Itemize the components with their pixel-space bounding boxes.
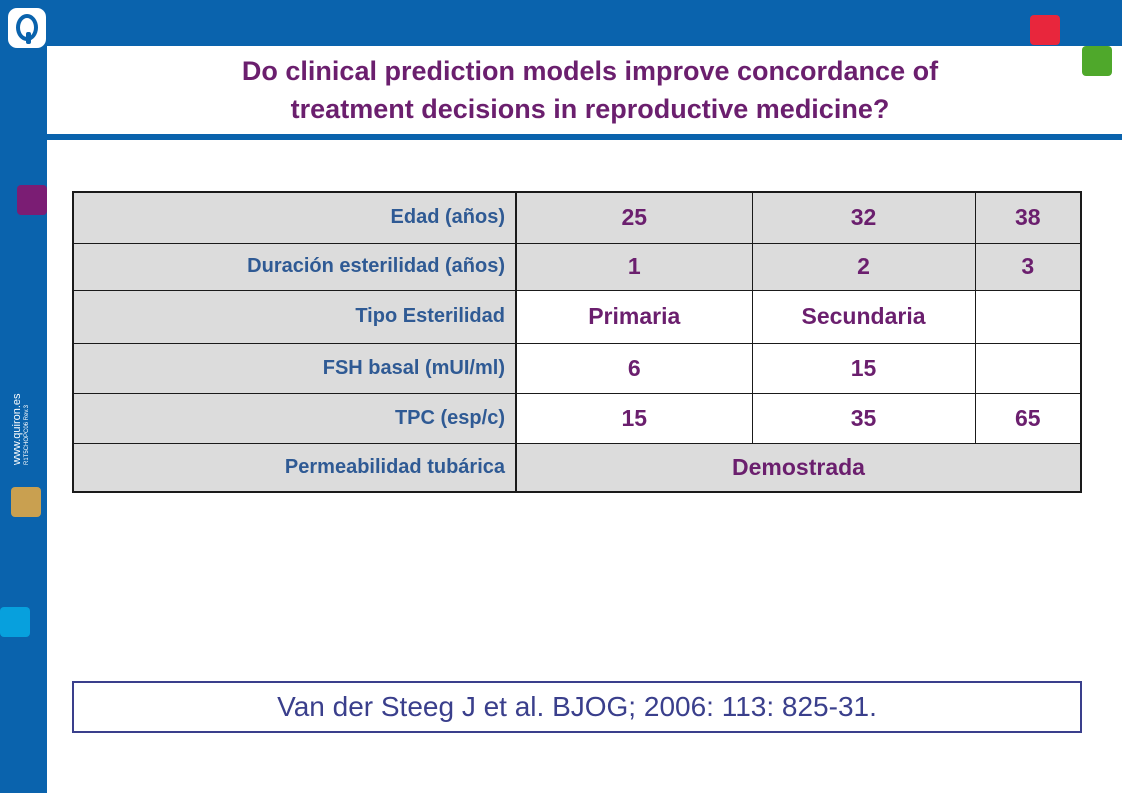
table-row-permeabilidad: Permeabilidad tubárica Demostrada [73, 442, 1081, 493]
table-cell: 2 [751, 242, 976, 291]
table-cell: 38 [974, 191, 1081, 244]
purple-accent-square [17, 185, 47, 215]
table-cell: 35 [751, 392, 976, 444]
table-cell: 3 [974, 242, 1081, 291]
top-banner [0, 0, 1122, 46]
table-cell [974, 289, 1081, 344]
logo-tail-icon [26, 32, 31, 44]
header-divider [47, 134, 1122, 140]
header-panel [47, 46, 1122, 134]
table-row-tpc: TPC (esp/c) 15 35 65 [73, 392, 1081, 444]
table-cell [974, 342, 1081, 394]
row-label: TPC (esp/c) [73, 392, 517, 444]
table-row-duracion: Duración esterilidad (años) 1 2 3 [73, 242, 1081, 291]
table-cell: 15 [751, 342, 976, 394]
patient-parameters-table: Edad (años) 25 32 38 Duración esterilida… [72, 191, 1082, 493]
table-row-tipo: Tipo Esterilidad Primaria Secundaria [73, 289, 1081, 344]
sidebar-doc-code: R1T5CHOPC06 Rev.3 [24, 405, 30, 465]
table-cell: 15 [515, 392, 753, 444]
row-label: Tipo Esterilidad [73, 289, 517, 344]
citation-text: Van der Steeg J et al. BJOG; 2006: 113: … [277, 691, 877, 722]
sidebar-vertical-text: www.quiron.es R1T5CHOPC06 Rev.3 [11, 393, 31, 465]
citation-box: Van der Steeg J et al. BJOG; 2006: 113: … [72, 681, 1082, 733]
table-row-fsh: FSH basal (mUI/ml) 6 15 [73, 342, 1081, 394]
table-cell: 6 [515, 342, 753, 394]
row-label: Edad (años) [73, 191, 517, 244]
row-label: Duración esterilidad (años) [73, 242, 517, 291]
table-row-edad: Edad (años) 25 32 38 [73, 191, 1081, 244]
left-sidebar [0, 0, 47, 793]
table-cell: 25 [515, 191, 753, 244]
red-accent-square [1030, 15, 1060, 45]
table-cell: Secundaria [751, 289, 976, 344]
green-accent-square [1082, 46, 1112, 76]
quiron-logo [8, 8, 46, 48]
page-title: Do clinical prediction models improve co… [90, 52, 1090, 128]
table-cell: Demostrada [515, 442, 1081, 493]
table-cell: 32 [751, 191, 976, 244]
table-cell: Primaria [515, 289, 753, 344]
cyan-accent-square [0, 607, 30, 637]
row-label: Permeabilidad tubárica [73, 442, 517, 493]
sidebar-url: www.quiron.es [11, 393, 23, 465]
table-cell: 65 [974, 392, 1081, 444]
title-line-1: Do clinical prediction models improve co… [241, 56, 939, 86]
gold-accent-square [11, 487, 41, 517]
title-line-2: treatment decisions in reproductive medi… [290, 94, 890, 124]
table-cell: 1 [515, 242, 753, 291]
row-label: FSH basal (mUI/ml) [73, 342, 517, 394]
